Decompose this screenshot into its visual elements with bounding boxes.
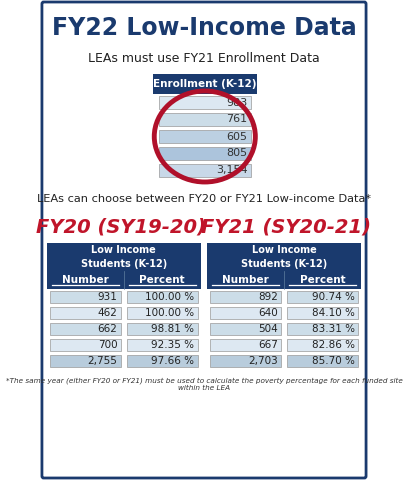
FancyBboxPatch shape [50,291,121,303]
Text: LEAs can choose between FY20 or FY21 Low-income Data*: LEAs can choose between FY20 or FY21 Low… [37,194,371,204]
FancyBboxPatch shape [127,291,197,303]
Text: 97.66 %: 97.66 % [151,356,194,366]
FancyBboxPatch shape [159,164,251,177]
Text: 462: 462 [98,308,118,318]
Text: Low Income
Students (K-12): Low Income Students (K-12) [81,245,167,269]
Text: FY20 (SY19-20): FY20 (SY19-20) [35,217,206,237]
Text: 90.74 %: 90.74 % [312,292,355,302]
FancyBboxPatch shape [50,339,121,351]
FancyBboxPatch shape [211,291,281,303]
Text: Number: Number [62,275,109,285]
Text: FY22 Low-Income Data: FY22 Low-Income Data [52,16,356,40]
Text: 3,154: 3,154 [216,166,247,176]
Text: 504: 504 [258,324,278,334]
FancyBboxPatch shape [127,307,197,319]
Text: 2,703: 2,703 [248,356,278,366]
FancyBboxPatch shape [50,355,121,367]
FancyBboxPatch shape [159,113,251,126]
FancyBboxPatch shape [211,355,281,367]
Text: 2,755: 2,755 [87,356,118,366]
FancyBboxPatch shape [42,2,366,478]
Text: 640: 640 [258,308,278,318]
Text: 983: 983 [226,97,247,108]
Text: 667: 667 [258,340,278,350]
FancyBboxPatch shape [159,96,251,109]
Text: 100.00 %: 100.00 % [145,292,194,302]
Text: Low Income
Students (K-12): Low Income Students (K-12) [241,245,327,269]
FancyBboxPatch shape [211,323,281,335]
Text: Enrollment (K-12): Enrollment (K-12) [153,79,257,89]
FancyBboxPatch shape [127,339,197,351]
Text: 100.00 %: 100.00 % [145,308,194,318]
Text: 805: 805 [226,148,247,158]
FancyBboxPatch shape [153,74,257,94]
Text: 662: 662 [98,324,118,334]
FancyBboxPatch shape [211,307,281,319]
FancyBboxPatch shape [50,323,121,335]
FancyBboxPatch shape [127,355,197,367]
Text: 92.35 %: 92.35 % [151,340,194,350]
Text: 700: 700 [98,340,118,350]
FancyBboxPatch shape [47,271,201,289]
Text: 84.10 %: 84.10 % [312,308,355,318]
Text: FY21 (SY20-21): FY21 (SY20-21) [201,217,371,237]
FancyBboxPatch shape [207,271,361,289]
Text: 761: 761 [226,115,247,124]
Text: 82.86 %: 82.86 % [312,340,355,350]
FancyBboxPatch shape [287,291,358,303]
FancyBboxPatch shape [287,307,358,319]
FancyBboxPatch shape [287,355,358,367]
Text: *The same year (either FY20 or FY21) must be used to calculate the poverty perce: *The same year (either FY20 or FY21) mus… [6,377,402,391]
FancyBboxPatch shape [287,339,358,351]
FancyBboxPatch shape [159,130,251,143]
Text: Percent: Percent [300,275,346,285]
FancyBboxPatch shape [159,147,251,160]
Text: LEAs must use FY21 Enrollment Data: LEAs must use FY21 Enrollment Data [88,51,320,64]
FancyBboxPatch shape [47,243,201,271]
Text: Percent: Percent [140,275,185,285]
Text: 98.81 %: 98.81 % [151,324,194,334]
FancyBboxPatch shape [287,323,358,335]
Text: 931: 931 [98,292,118,302]
Text: 83.31 %: 83.31 % [312,324,355,334]
FancyBboxPatch shape [50,307,121,319]
Text: Number: Number [222,275,269,285]
FancyBboxPatch shape [207,243,361,271]
Text: 892: 892 [258,292,278,302]
FancyBboxPatch shape [211,339,281,351]
FancyBboxPatch shape [127,323,197,335]
Text: 605: 605 [226,132,247,142]
Text: 85.70 %: 85.70 % [312,356,355,366]
